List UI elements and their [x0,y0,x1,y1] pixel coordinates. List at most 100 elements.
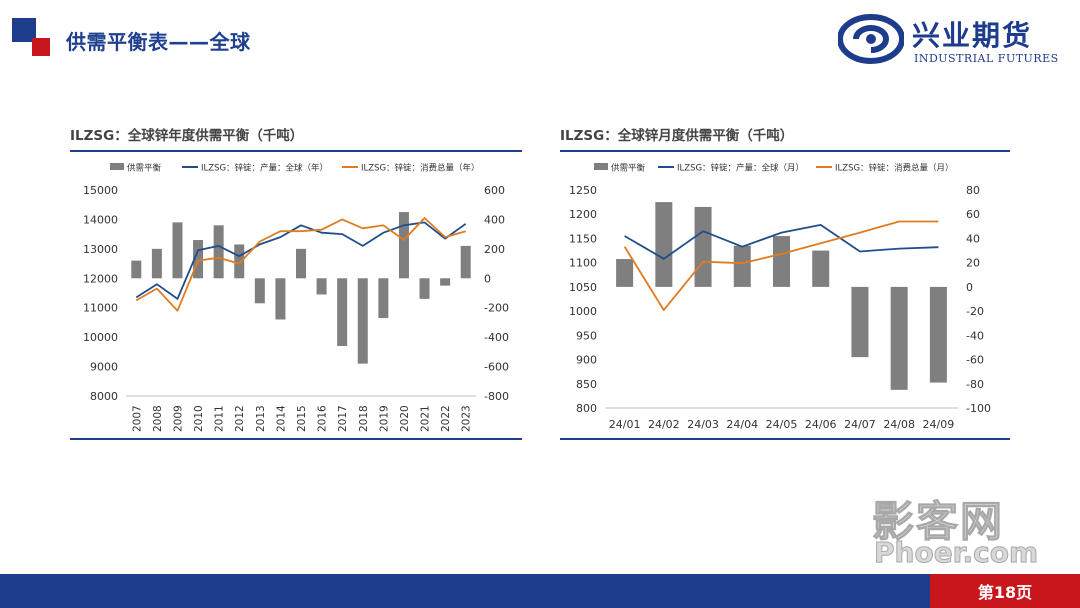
header-logo-square-red [32,38,50,56]
legend-label: ILZSG：锌锭：消费总量（年） [361,163,480,174]
bar [773,236,790,287]
x-tick-label: 2018 [358,405,370,432]
y-right-tick-label: -400 [484,331,509,344]
y-right-tick-label: 200 [484,243,505,256]
x-tick-label: 2017 [337,405,349,432]
x-tick-label: 2011 [214,405,226,432]
y-left-tick-label: 1050 [569,281,597,294]
bar [151,248,162,279]
bar [213,225,224,279]
bar [733,245,751,287]
x-tick-label: 2007 [131,405,143,432]
legend-swatch [594,163,608,170]
chart-title-rule [70,150,522,152]
y-left-tick-label: 950 [576,329,597,342]
y-right-tick-label: -60 [966,354,984,367]
x-tick-label: 24/03 [687,418,719,431]
bar [419,278,430,299]
x-tick-label: 24/01 [609,418,641,431]
bar [812,250,830,287]
bar [378,278,389,319]
y-left-tick-label: 15000 [83,184,118,197]
x-tick-label: 2020 [399,405,411,432]
bar [616,259,634,287]
watermark-en: Phoer.com [873,536,1039,570]
x-tick-label: 2008 [152,405,164,432]
y-left-tick-label: 13000 [83,243,118,256]
y-left-tick-label: 10000 [83,331,118,344]
legend-label: 供需平衡 [127,163,162,174]
bar [131,260,142,279]
x-tick-label: 24/07 [844,418,876,431]
annual-chart-panel: ILZSG：全球锌年度供需平衡（千吨） 供需平衡 ILZSG：锌锭：产量：全球（年… [70,124,522,440]
bar [275,278,286,320]
y-left-tick-label: 850 [576,378,597,391]
chart-bottom-rule [70,438,522,440]
x-tick-label: 2012 [234,405,246,432]
bar [234,244,245,279]
series-line [624,224,939,260]
x-tick-label: 24/04 [726,418,758,431]
y-right-tick-label: -800 [484,390,509,403]
bar [655,202,673,287]
y-left-tick-label: 800 [576,402,597,415]
legend-label: 供需平衡 [611,163,646,174]
y-right-tick-label: 60 [966,208,980,221]
y-left-tick-label: 900 [576,354,597,367]
chart-bottom-rule [560,438,1010,440]
y-right-tick-label: 0 [484,272,491,285]
x-tick-label: 24/06 [805,418,837,431]
bar [929,286,947,383]
footer-bar [0,574,930,608]
y-left-tick-label: 11000 [83,302,118,315]
y-left-tick-label: 9000 [90,361,118,374]
monthly-balance-chart: 供需平衡 ILZSG：锌锭：产量：全球（月） ILZSG：锌锭：消费总量（月）800… [569,163,991,432]
x-tick-label: 2022 [440,405,452,432]
brand-name-cn: 兴业期货 [912,19,1033,52]
x-tick-label: 2023 [461,405,473,432]
y-right-tick-label: 0 [966,281,973,294]
x-tick-label: 24/09 [923,418,955,431]
x-tick-label: 2013 [255,405,267,432]
bar [316,278,327,295]
y-right-tick-label: 40 [966,232,980,245]
legend-label: ILZSG：锌锭：产量：全球（月） [677,163,804,174]
x-tick-label: 2010 [193,405,205,432]
page-title: 供需平衡表——全球 [66,30,251,54]
bar [890,286,908,390]
y-left-tick-label: 12000 [83,272,118,285]
bar [172,222,183,279]
chart-title-rule [560,150,1010,152]
bar [851,286,869,358]
bar [357,278,368,364]
y-right-tick-label: -200 [484,302,509,315]
bar [193,240,204,279]
y-right-tick-label: -600 [484,361,509,374]
bar [440,278,451,286]
chart-title: ILZSG：全球锌年度供需平衡（千吨） [70,128,304,144]
legend-label: ILZSG：锌锭：产量：全球（年） [201,163,328,174]
y-right-tick-label: 600 [484,184,505,197]
monthly-chart-panel: ILZSG：全球锌月度供需平衡（千吨） 供需平衡 ILZSG：锌锭：产量：全球（月… [560,124,1010,440]
x-tick-label: 2009 [172,405,184,432]
x-tick-label: 2021 [420,405,432,432]
y-right-tick-label: 400 [484,213,505,226]
y-right-tick-label: 20 [966,257,980,270]
y-left-tick-label: 1000 [569,305,597,318]
series-line [623,220,939,312]
chart-title: ILZSG：全球锌月度供需平衡（千吨） [560,128,794,144]
y-right-tick-label: -40 [966,329,984,342]
y-left-tick-label: 8000 [90,390,118,403]
legend-swatch [110,163,124,170]
y-right-tick-label: 80 [966,184,980,197]
x-tick-label: 24/02 [648,418,680,431]
bar [254,278,265,304]
y-left-tick-label: 1100 [569,257,597,270]
brand-name-en: INDUSTRIAL FUTURES [914,52,1059,65]
watermark: 影客网 Phoer.com [871,488,1042,570]
y-left-tick-label: 14000 [83,213,118,226]
x-tick-label: 24/05 [766,418,798,431]
brand-logo: 兴业期货 INDUSTRIAL FUTURES [838,14,1068,68]
annual-balance-chart: 供需平衡 ILZSG：锌锭：产量：全球（年） ILZSG：锌锭：消费总量（年） 800… [83,163,509,433]
x-tick-label: 2015 [296,405,308,432]
